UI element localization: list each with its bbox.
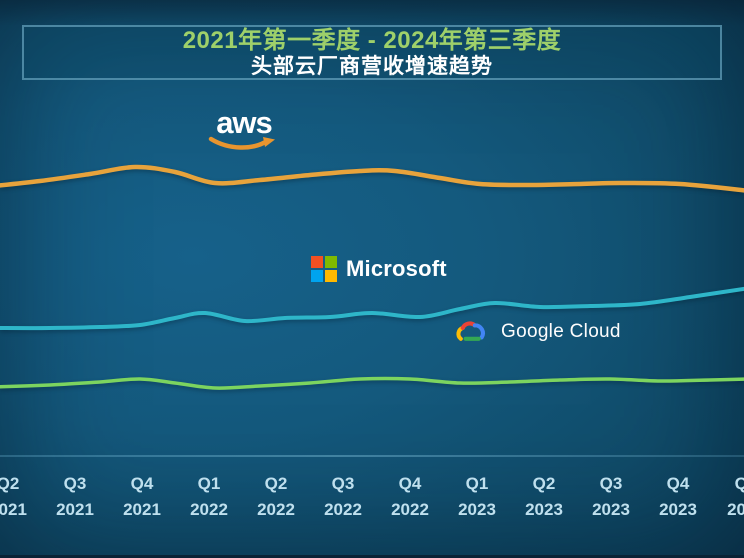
google-cloud-logo: Google Cloud — [453, 318, 621, 346]
google-cloud-logo-text: Google Cloud — [501, 321, 621, 342]
year-label: 2023 — [592, 500, 630, 519]
quarter-label: Q3 — [63, 474, 87, 493]
ms-square-red — [311, 256, 323, 268]
quarter-label: Q1 — [197, 474, 221, 493]
x-axis-label-q4-2023: Q4 2023 — [646, 474, 710, 520]
microsoft-logo-text: Microsoft — [346, 256, 447, 281]
quarter-label: Q3 — [331, 474, 355, 493]
x-axis: Q2 2021 Q3 2021 Q4 2021 Q1 2022 Q2 2022 Q3 2022 Q4 20… — [0, 474, 744, 524]
year-label: 2021 — [56, 500, 94, 519]
year-label: 2023 — [458, 500, 496, 519]
axis-divider-line — [0, 455, 744, 457]
quarter-label: Q4 — [398, 474, 422, 493]
quarter-label: Q4 — [666, 474, 690, 493]
ms-square-blue — [311, 270, 323, 282]
bottom-edge — [0, 555, 744, 558]
chart-title: 头部云厂商营收增速趋势 — [251, 54, 493, 78]
google-cloud-trend-line — [0, 376, 744, 390]
year-label: 2021 — [123, 500, 161, 519]
quarter-label: Q2 — [0, 474, 20, 493]
aws-trend-line — [0, 164, 744, 193]
google-cloud-icon — [456, 321, 485, 341]
quarter-label: Q2 — [264, 474, 288, 493]
x-axis-label-q4-2022: Q4 2022 — [378, 474, 442, 520]
quarter-label: Q1 — [734, 474, 744, 493]
year-label: 2021 — [0, 500, 27, 519]
x-axis-label-q3-2023: Q3 2023 — [579, 474, 643, 520]
x-axis-label-q3-2021: Q3 2021 — [43, 474, 107, 520]
chart-title-box: 2021年第一季度 - 2024年第三季度 头部云厂商营收增速趋势 — [22, 25, 722, 80]
microsoft-logo: Microsoft — [311, 256, 447, 282]
quarter-label: Q3 — [599, 474, 623, 493]
microsoft-trend-line — [0, 286, 744, 331]
quarter-label: Q2 — [532, 474, 556, 493]
ms-square-green — [325, 256, 337, 268]
chart-subtitle-period: 2021年第一季度 - 2024年第三季度 — [182, 26, 562, 54]
aws-logo: aws — [206, 105, 282, 155]
x-axis-label-q2-2023: Q2 2023 — [512, 474, 576, 520]
x-axis-label-q2-2021: Q2 2021 — [0, 474, 40, 520]
x-axis-label-q4-2021: Q4 2021 — [110, 474, 174, 520]
top-shade — [0, 0, 744, 26]
year-label: 2023 — [659, 500, 697, 519]
microsoft-icon — [311, 256, 337, 282]
year-label: 2024 — [727, 500, 744, 519]
x-axis-label-q1-2022: Q1 2022 — [177, 474, 241, 520]
quarter-label: Q1 — [465, 474, 489, 493]
quarter-label: Q4 — [130, 474, 154, 493]
x-axis-label-q2-2022: Q2 2022 — [244, 474, 308, 520]
x-axis-label-q1-2023: Q1 2023 — [445, 474, 509, 520]
year-label: 2022 — [257, 500, 295, 519]
year-label: 2022 — [391, 500, 429, 519]
ms-square-yellow — [325, 270, 337, 282]
year-label: 2022 — [324, 500, 362, 519]
aws-smile-icon — [208, 136, 275, 150]
year-label: 2023 — [525, 500, 563, 519]
x-axis-label-q3-2022: Q3 2022 — [311, 474, 375, 520]
aws-logo-text: aws — [216, 105, 273, 140]
year-label: 2022 — [190, 500, 228, 519]
x-axis-label-q1-2024: Q1 2024 — [714, 474, 744, 520]
